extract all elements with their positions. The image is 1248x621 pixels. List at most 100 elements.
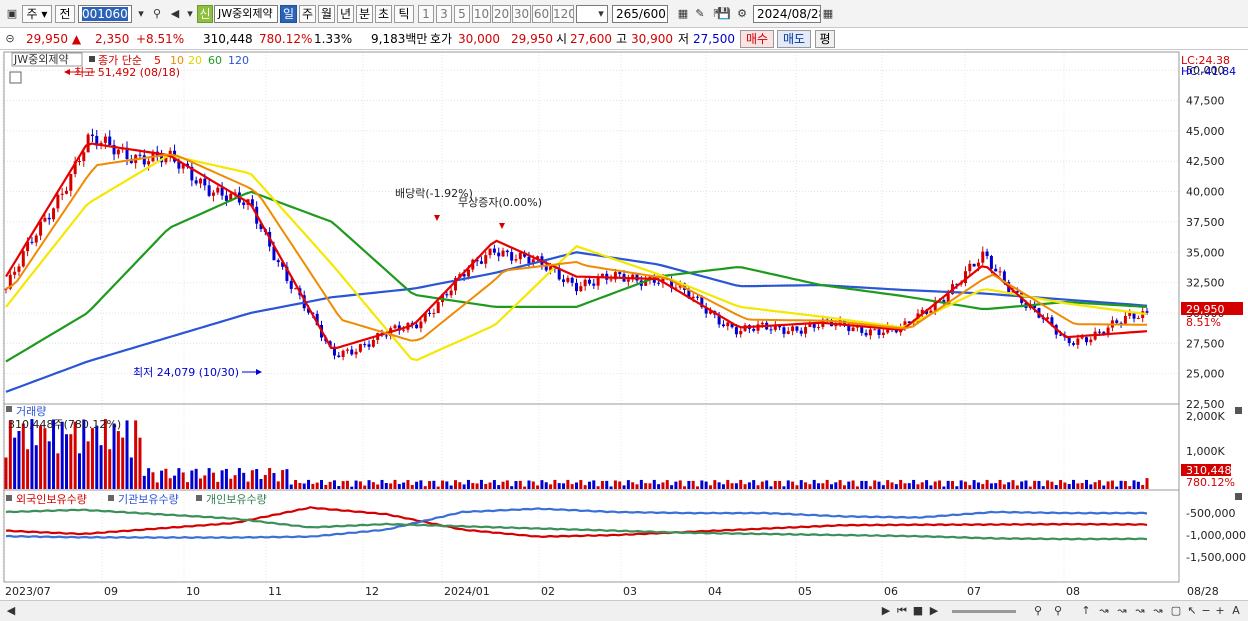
ma120-label[interactable]: 120 [228,54,249,67]
volume-bar [1115,486,1119,489]
scroll-left-icon[interactable]: ◀ [6,604,16,617]
volume-bar [721,484,725,489]
interval-5[interactable]: 5 [454,5,470,23]
scroll-right-icon[interactable]: ▶ [881,604,891,617]
gear-icon[interactable]: ⚙ [737,7,747,20]
stop-icon[interactable]: ■ [912,604,924,617]
tool-icon-5[interactable]: ↝ [1153,604,1163,617]
speaker-icon[interactable]: ◀ [170,7,180,20]
interval-3[interactable]: 3 [436,5,452,23]
interval-30[interactable]: 30 [512,5,531,23]
stock-chart[interactable]: 50,000 47,500 45,000 42,500 40,000 37,500 35,0… [0,50,1248,600]
volume-bar [298,482,302,489]
volume-bar [160,470,164,489]
tab-month[interactable]: 월 [318,5,335,23]
minus-icon[interactable]: − [1201,604,1211,617]
quote-bar: ⊝ 29,950 ▲ 2,350 +8.51% 310,448 780.12% … [0,28,1248,50]
volume-bar [713,480,717,489]
tool-icon-1[interactable]: ↑ [1081,604,1091,617]
font-size-icon[interactable]: A [1232,604,1240,617]
volume-bar [449,485,453,489]
interval-20[interactable]: 20 [492,5,511,23]
stock-code-input[interactable]: 001060 [78,5,132,23]
volume-bar [661,482,665,489]
candle-body [739,330,743,335]
ma60-label[interactable]: 60 [208,54,222,67]
tool-icon-4[interactable]: ↝ [1135,604,1145,617]
tab-tick[interactable]: 틱 [394,5,414,23]
volume-bar [544,482,548,489]
window-icon[interactable]: ▣ [6,7,18,20]
date-axis-label: 08/28 [1187,585,1219,598]
interval-60[interactable]: 60 [532,5,551,23]
count-input[interactable]: 265/600 [612,5,668,23]
tool-icon-3[interactable]: ↝ [1117,604,1127,617]
candle-body [1059,334,1063,336]
plus-icon[interactable]: + [1215,604,1225,617]
zoom-out-icon[interactable]: ⚲ [1053,604,1063,617]
volume-close-icon[interactable] [1235,407,1242,414]
interval-custom-input[interactable] [576,5,608,23]
collapse-icon[interactable]: ⊝ [5,32,15,45]
calendar-icon[interactable]: ▦ [822,7,834,20]
volume-bar [30,419,34,489]
volume-bar [1102,485,1106,489]
tab-week[interactable]: 주 [299,5,316,23]
volume-bar [838,480,842,489]
volume-bar [475,483,479,489]
holding-close-icon[interactable] [1235,493,1242,500]
zoom-slider[interactable] [952,610,1016,613]
tab-minute[interactable]: 분 [356,5,373,23]
save-icon[interactable]: 💾 [717,7,731,20]
interval-1[interactable]: 1 [418,5,434,23]
ma5-label[interactable]: 5 [154,54,161,67]
volume-bar [981,484,985,489]
date-input[interactable]: 2024/08/28 [753,5,821,23]
stock-dropdown-icon[interactable]: ▾ [138,7,144,20]
grid-toggle-icon[interactable] [9,71,22,84]
chart-type-icon[interactable]: ▦ [677,7,689,20]
sell-button[interactable]: 매도 [777,30,811,48]
ma20-label[interactable]: 20 [188,54,202,67]
tab-day[interactable]: 일 [280,5,297,23]
candle-body [1119,322,1123,324]
volume-bar [415,481,419,489]
candle-body [289,280,293,289]
interval-10[interactable]: 10 [472,5,491,23]
zoom-in-icon[interactable]: ⚲ [1033,604,1043,617]
interval-120[interactable]: 120 [552,5,574,23]
speaker-dropdown-icon[interactable]: ▾ [187,7,193,20]
candle-body [363,344,367,346]
pointer-icon[interactable]: ↖ [1187,604,1197,617]
volume-bar [657,484,661,489]
draw-tool-icon[interactable]: ✎ [695,7,705,20]
play-icon[interactable]: ▶ [929,604,939,617]
volume-bar [1132,480,1136,489]
prev-button[interactable]: 전 [55,5,75,23]
chart-scrollbar[interactable]: ◀ ▶ ⏮ ■ ▶ ⚲ ⚲ ↑ ↝ ↝ ↝ ↝ ▢ ↖ − + A [0,600,1248,621]
rewind-icon[interactable]: ⏮ [897,604,907,617]
ma10-line [5,153,1148,342]
bonus-marker-icon [499,223,505,229]
volume-bar [332,480,336,489]
candle-body [168,150,172,156]
volume-bar [700,480,704,489]
interval-dropdown-icon[interactable]: ▾ [598,7,604,20]
tool-icon-2[interactable]: ↝ [1099,604,1109,617]
eval-button[interactable]: 평 [815,30,835,48]
search-icon[interactable]: ⚲ [152,7,162,20]
buy-button[interactable]: 매수 [740,30,774,48]
tab-second[interactable]: 초 [375,5,392,23]
volume-bar [497,485,501,489]
volume-bar [216,481,220,489]
period-main-select[interactable]: 주 ▾ [22,5,52,23]
candle-body [112,144,116,155]
candle-body [881,332,885,335]
candle-body [1132,313,1136,319]
tool-icon-6[interactable]: ▢ [1170,604,1182,617]
ma5-line [5,142,1148,349]
tab-year[interactable]: 년 [337,5,354,23]
expand-icon[interactable]: ⇱ [713,7,723,20]
ma10-label[interactable]: 10 [170,54,184,67]
volume-bar [791,481,795,489]
